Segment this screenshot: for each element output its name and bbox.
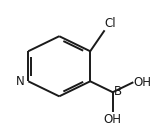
Text: Cl: Cl xyxy=(105,17,116,30)
Text: B: B xyxy=(113,85,122,98)
Text: N: N xyxy=(16,75,25,88)
Text: OH: OH xyxy=(133,76,151,89)
Text: OH: OH xyxy=(104,113,122,126)
